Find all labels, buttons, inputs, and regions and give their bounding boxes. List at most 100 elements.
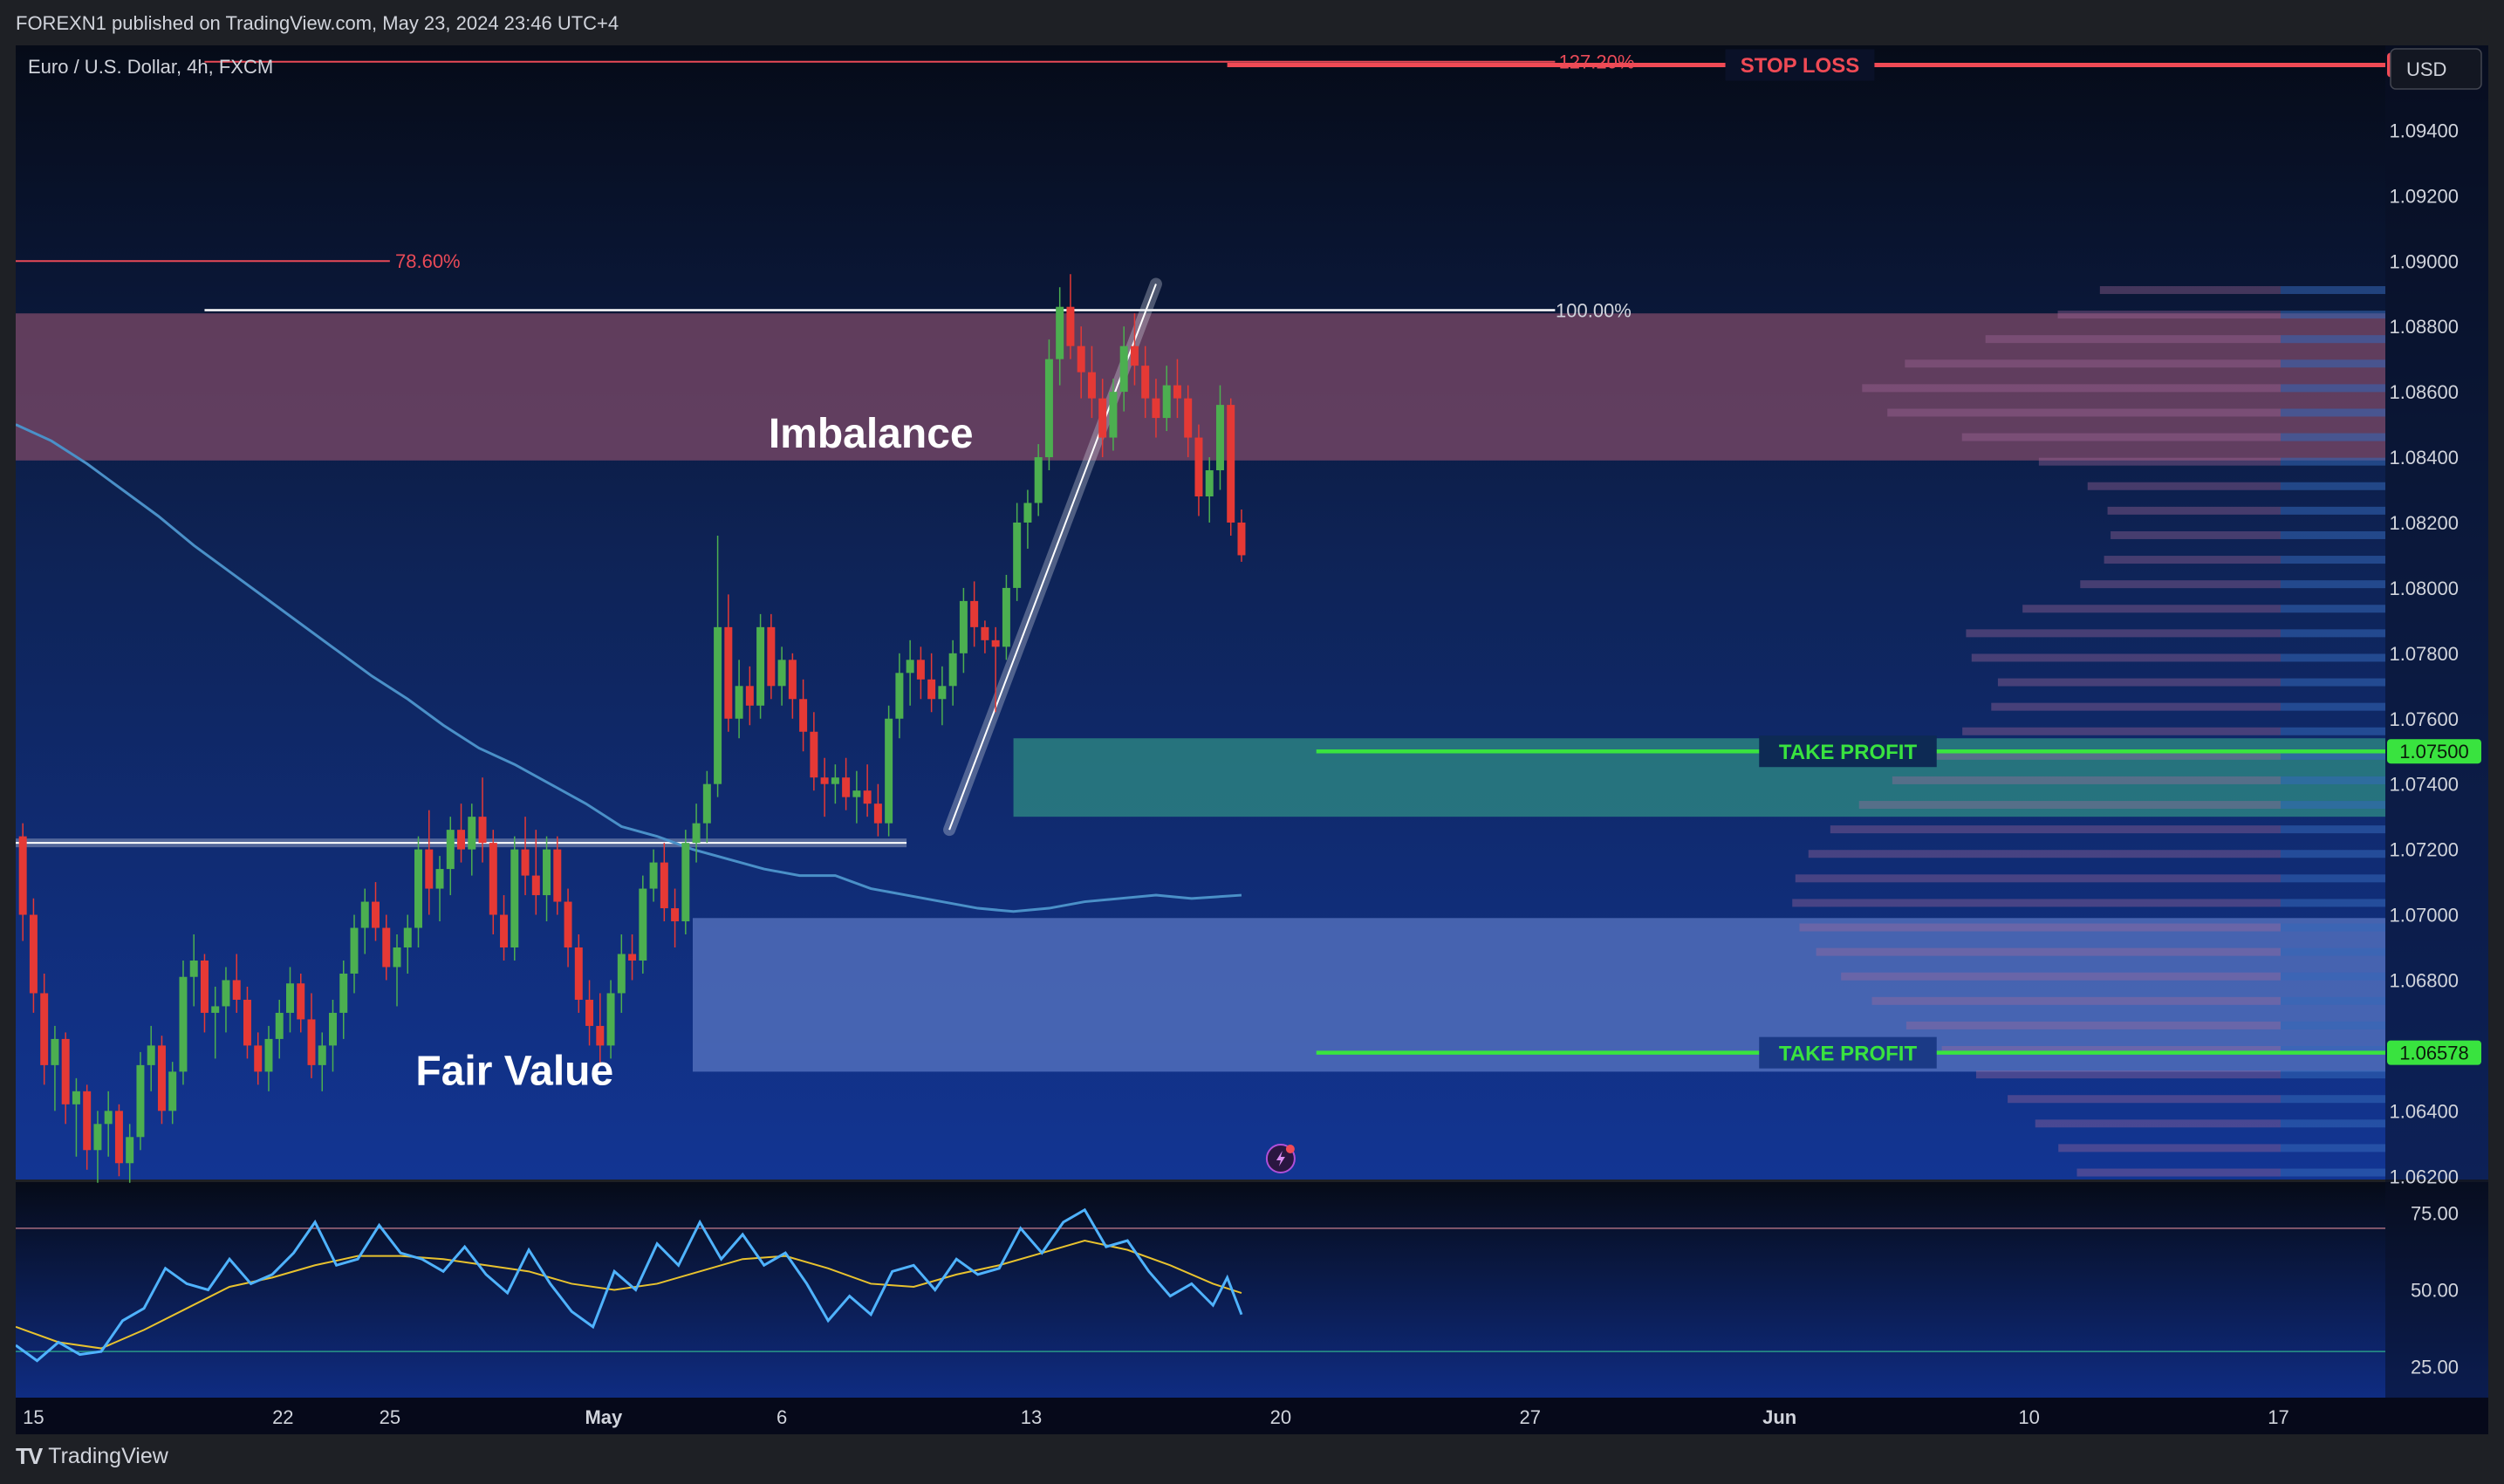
candle-67 (735, 660, 743, 739)
volume-profile (1792, 285, 2385, 1177)
chart-area[interactable]: 127.20% 78.60% 100.00% STOP LOSS TAKE PROFIT… (16, 45, 2488, 1434)
candle-body (403, 927, 412, 948)
candle-body (1162, 385, 1171, 419)
candle-body (1194, 437, 1203, 497)
candle-77 (842, 757, 851, 810)
candle-body (810, 731, 818, 778)
candle-body (574, 947, 583, 1000)
price-tick-label: 1.08200 (2389, 512, 2459, 534)
candle-5 (72, 1077, 80, 1157)
publish-header: FOREXN1 published on TradingView.com, Ma… (0, 0, 2504, 45)
candle-body (628, 954, 637, 961)
candle-20 (232, 954, 241, 1013)
currency-button (2390, 48, 2482, 90)
candle-body (948, 653, 957, 687)
candle-body (339, 973, 348, 1013)
candle-91 (991, 626, 1000, 713)
candle-body (735, 686, 743, 719)
candle-83 (906, 639, 914, 706)
candle-50 (553, 836, 562, 915)
candle-21 (243, 986, 251, 1059)
candle-0 (18, 823, 27, 941)
candle-body (1034, 457, 1043, 503)
rsi-line (16, 1207, 1243, 1363)
candle-54 (596, 993, 605, 1065)
candle-body (211, 1006, 220, 1013)
candle-31 (350, 914, 359, 994)
candle-body (692, 823, 701, 844)
price-axis-strip (2385, 45, 2488, 1398)
chart-canvas[interactable]: 127.20% 78.60% 100.00% STOP LOSS TAKE PROFIT… (16, 45, 2488, 1434)
candle-60 (660, 843, 668, 922)
candle-37 (414, 836, 423, 948)
candle-body (318, 1045, 326, 1065)
candle-body (1184, 398, 1193, 438)
candle-body (938, 686, 947, 700)
candle-body (189, 960, 198, 977)
candle-body (916, 660, 925, 680)
candle-29 (329, 999, 337, 1072)
time-tick-label: 6 (777, 1406, 787, 1428)
candle-body (329, 1012, 337, 1046)
candle-74 (810, 712, 818, 791)
candle-14 (168, 1062, 177, 1125)
candle-body (297, 983, 305, 1020)
candle-22 (254, 1032, 263, 1085)
candle-55 (606, 980, 615, 1059)
fair-value-label: Fair Value (415, 1048, 613, 1094)
candle-body (681, 843, 690, 922)
candle-body (777, 660, 786, 687)
candle-body (72, 1091, 80, 1104)
price-tick-label: 1.07200 (2389, 839, 2459, 861)
time-tick-label: 10 (2018, 1406, 2039, 1428)
candle-44 (489, 830, 497, 935)
candle-body (350, 927, 359, 974)
candle-body (585, 999, 594, 1026)
candle-65 (714, 535, 722, 797)
candle-90 (981, 620, 989, 653)
price-tick-label: 1.06800 (2389, 969, 2459, 991)
candle-78 (852, 770, 861, 824)
price-tick-label: 1.07400 (2389, 774, 2459, 796)
candle-47 (521, 817, 530, 896)
fib-786-label: 78.60% (395, 250, 461, 272)
candle-body (1013, 522, 1022, 588)
candle-body (842, 777, 851, 797)
candle-2 (40, 973, 49, 1085)
price-tick-label: 1.08400 (2389, 447, 2459, 468)
price-badge-label: 1.06578 (2399, 1043, 2469, 1064)
candle-42 (468, 804, 476, 876)
candle-107 (1162, 366, 1171, 432)
candle-body (1215, 405, 1224, 471)
candle-body (285, 983, 294, 1013)
candle-body (489, 843, 497, 915)
price-tick-label: 1.07800 (2389, 643, 2459, 665)
candle-73 (799, 679, 808, 752)
candle-58 (639, 875, 647, 974)
time-tick-label: 20 (1270, 1406, 1291, 1428)
tradingview-brand: TradingView (48, 1444, 168, 1468)
candle-body (1152, 398, 1160, 419)
candle-body (510, 849, 519, 948)
candle-41 (457, 804, 466, 863)
tradingview-logo[interactable]: TV TradingView (16, 1443, 168, 1470)
price-tick-label: 1.09400 (2389, 120, 2459, 141)
take-profit-2-label: TAKE PROFIT (1779, 1042, 1918, 1065)
candle-36 (403, 914, 412, 974)
candle-body (51, 1038, 59, 1065)
time-tick-label: 27 (1520, 1406, 1541, 1428)
candle-body (852, 790, 861, 797)
candle-13 (157, 1036, 166, 1125)
candle-body (991, 639, 1000, 647)
candle-4 (61, 1032, 70, 1125)
candle-body (617, 954, 626, 994)
candle-99 (1077, 326, 1085, 399)
candle-112 (1215, 385, 1224, 490)
candle-body (83, 1091, 92, 1151)
candle-body (179, 976, 188, 1072)
candle-75 (820, 757, 829, 817)
candle-body (799, 699, 808, 732)
candle-body (606, 993, 615, 1046)
candle-body (959, 600, 968, 653)
candle-16 (189, 934, 198, 1007)
